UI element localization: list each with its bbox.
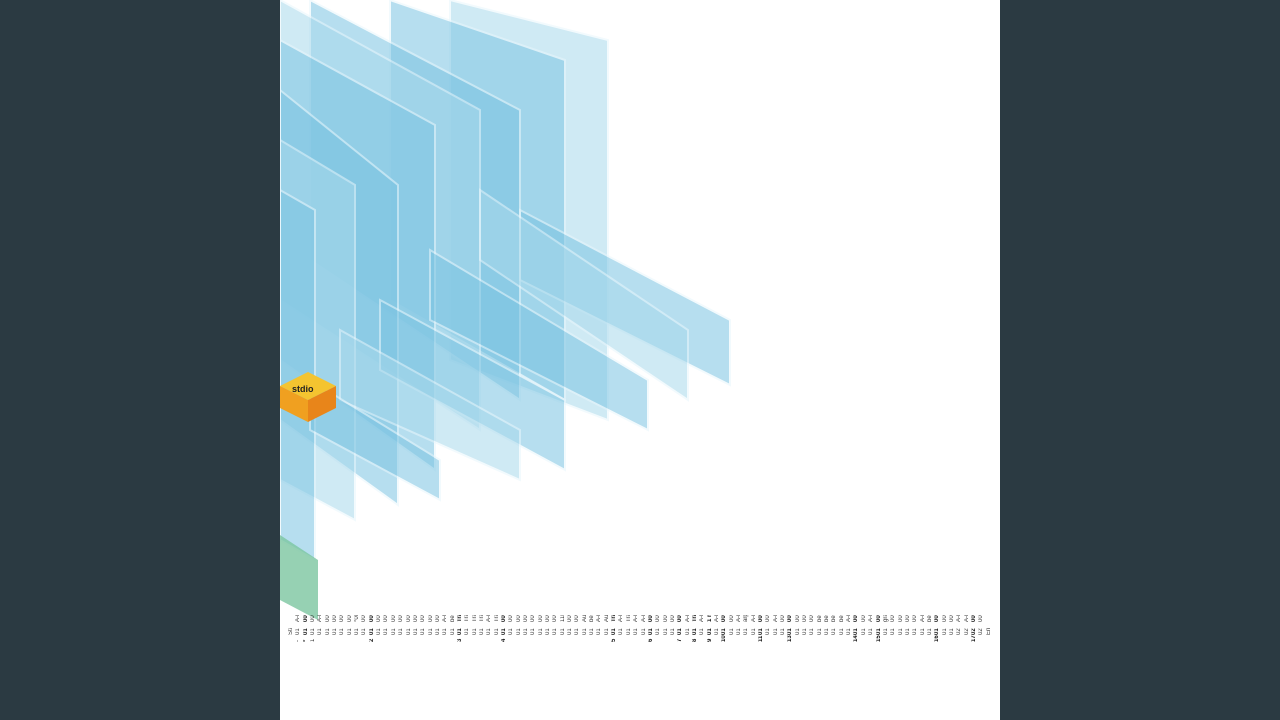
list-row: 01 : 05 : 00 : 24.6400009 b.15 <box>420 424 427 642</box>
list-row: 01 : 45 : 17 : 07.5400004 b.9 <box>795 424 802 642</box>
list-row: 01 : 45 : 09 : 18.56A-Playback*copied <box>773 424 780 642</box>
list-row: 01 : 58 : 29 : 07.3100024 c <box>942 424 949 642</box>
list-row: 01 : 47 : 13 : 14.06be 0001 <box>817 424 824 642</box>
list-row: 01 : 20 : 44 : 18.56Audio 2*created <box>582 424 589 642</box>
stdio-logo: stdio <box>280 370 340 426</box>
list-row: 01 : 12 : 17 : 05.02Track 15.3 <box>464 424 471 642</box>
list-row: 01 : 12 : 39 : 21.80Track 15.8 <box>494 424 501 642</box>
list-row: 01 : 23 : 02 : 17.57A-Playback*copied <box>618 424 625 642</box>
list-row: 01 : 01 : 38 : 01.7000009 c.1 <box>325 424 332 642</box>
marker <box>986 635 1000 642</box>
list-row: 901 : 36 : 50 : 24.131 nk el m n.a ff <box>707 424 714 642</box>
list-row: 01 : 41 : 02 : 10.4300016 a.3 <box>765 424 772 642</box>
list-row: 02 : 02 : 08 : 00.4400036 b <box>978 424 985 642</box>
list-row: 01 : 11 : 48 : 17.30be freeze denoised <box>450 424 457 642</box>
list-row: 01 : 40 : 52 : 22.39A-Playback*copied <box>751 424 758 642</box>
list-row: 701 : 30 : 26 : 18.1900005 re vers on C <box>677 424 684 642</box>
list-row: 01 : 13 : 08 : 17.2200039 b <box>530 424 537 642</box>
blue-band <box>429 248 649 432</box>
list-row: 01 : 04 : 54 : 13.3100009 b.12 <box>398 424 405 642</box>
blue-band <box>339 328 521 482</box>
list-row: 1601 : 58 : 29 : 07.3100024 b.2 <box>934 424 941 642</box>
list-row: 01 : 52 : 11 : 03.67A-Playback*copied <box>868 424 875 642</box>
list-row: 01 : 40 : 41 : 06.67arp freeze <box>743 424 750 642</box>
list-row: 01 : 25 : 15 : 08.090001 7 c.3 <box>655 424 662 642</box>
list-row: -01 : 00 : 03 : 19.39A-Playback*copied <box>295 424 302 642</box>
list-row: 01 : 13 : 08 : 17.2200039 d.5 <box>508 424 515 642</box>
list-row: 01 : 25 : 12 : 06.32A-Playback*created <box>641 424 648 642</box>
list-row: 01 : 12 : 36 : 09.56A-Playback*copied <box>486 424 493 642</box>
list-row: 01 : 21 : 02 : 23.46A-Playback*copied <box>596 424 603 642</box>
list-row: 01 : 39 : 17 : 23.4200018 old end ng.2 <box>729 424 736 642</box>
list-row: 01 : 36 : 12 : 24.29A-Playback*copied <box>685 424 692 642</box>
list-row: 01 : 58 : 25 : 24.56A-Playback*copied <box>920 424 927 642</box>
list-row: 01 : 04 : 50 : 13.3900009 b.8 <box>383 424 390 642</box>
list-row: 01 : 36 : 47 : 05.13A-Playback*copied <box>699 424 706 642</box>
list-row: 1401 : 51 : 27 : 19.5900002 cords.1 <box>853 424 860 642</box>
list-row: 01 : 18 : 36 : 24.3300039 b.2 <box>538 424 545 642</box>
list-row: 01 : 05 : 02 : 12.7900009 b.16 <box>428 424 435 642</box>
list-row: *01 : 00 : 07 : 13.7800009 a.1 <box>303 424 310 642</box>
list-row: 01 : 18 : 50 : 04.7800039 a.8 <box>552 424 559 642</box>
blue-band <box>379 298 566 472</box>
list-row: 01 : 25 : 16 : 13.510001 7 b.1 <box>663 424 670 642</box>
list-row: 01 : 19 : 29 : 20.4211b g-fez.3 <box>560 424 567 642</box>
list-row: 02 : 02 : 04 : 00.67A-Playback*copied <box>964 424 971 642</box>
video-frame: stdio Start of list-01 : 00 : 03 : 19.39… <box>280 0 1000 720</box>
list-end: End of List <box>986 424 993 642</box>
list-row: 01 : 03 : 40 : 14.1000009 c.4 <box>347 424 354 642</box>
list-row: 1501 : 52 : 13 : 06.6700030 d.5 <box>876 424 883 642</box>
edit-decision-list: Start of list-01 : 00 : 03 : 19.39A-Play… <box>288 424 993 642</box>
list-row: 02 : 02 : 01 : 00.76A-Playback*created <box>956 424 963 642</box>
blue-band <box>479 188 689 402</box>
list-row: 01 : 20 : 15 : 11.2600004 c.6 <box>574 424 581 642</box>
list-row: 01 : 03 : 40 : 14.1000009 b.5 <box>339 424 346 642</box>
list-row: 01 : 13 : 08 : 17.2200039 a <box>516 424 523 642</box>
list-row: 01 : 01 : 04 : 06.24A-Playback*copied <box>317 424 324 642</box>
list-row: 01 : 50 : 15 : 20.42be 0003a <box>831 424 838 642</box>
list-row: 01 : 53 : 21 : 21.6400030 c.1 <box>912 424 919 642</box>
end-label: End of List <box>986 628 1000 635</box>
logo-text: stdio <box>292 384 314 394</box>
list-row: 01 : 04 : 56 : 24.5600009 b.13 <box>406 424 413 642</box>
list-row: 1301 : 45 : 17 : 07.5400004 a.3 <box>787 424 794 642</box>
green-band <box>280 535 318 620</box>
list-row: 01 : 11 : 47 : 03.51A-Playback*copied <box>442 424 449 642</box>
list-row: 01 : 47 : 13 : 00.3900004 a.6 <box>809 424 816 642</box>
list-row: 1001 : 37 : 52 : 07.3400018 old end ng <box>721 424 728 642</box>
list-row: 01 : 53 : 19 : 24.4500030 d.2 <box>890 424 897 642</box>
list-row: 01 : 04 : 49 : 00.1600009 b.7 <box>361 424 368 642</box>
list-row: 01 : 25 : 11 : 19.39A-Playback*copied <box>633 424 640 642</box>
list-row: 01 : 12 : 26 : 16.31Track 15.5 <box>472 424 479 642</box>
list-row: 01 : 53 : 21 : 21.6400030 a.87 <box>898 424 905 642</box>
